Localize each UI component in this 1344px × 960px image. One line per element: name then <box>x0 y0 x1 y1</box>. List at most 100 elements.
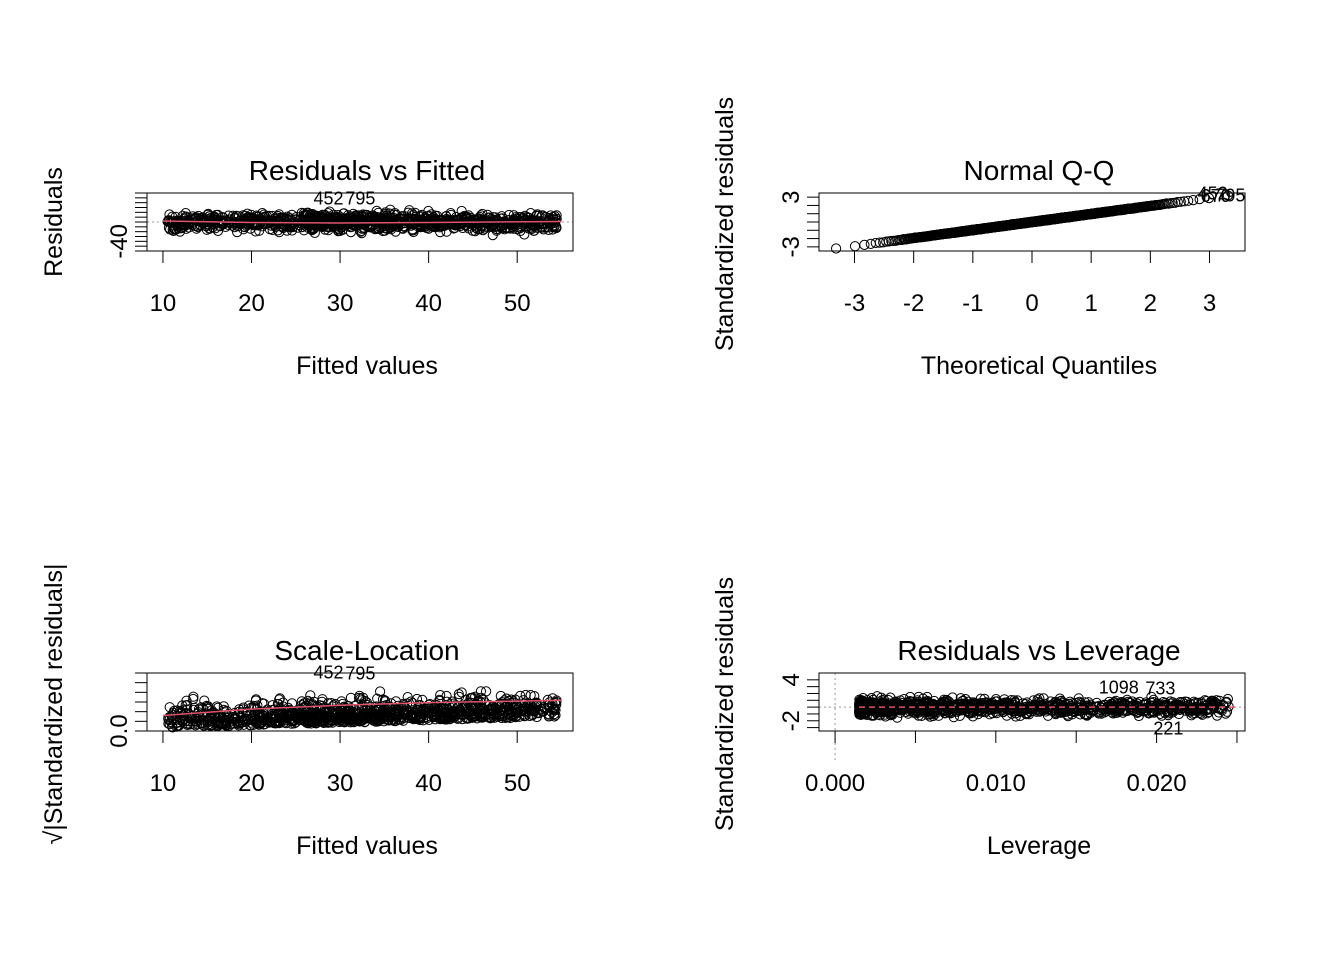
data-point <box>439 711 450 723</box>
data-point <box>481 686 492 697</box>
data-point <box>248 701 259 712</box>
data-point <box>927 700 938 711</box>
data-point <box>993 702 1005 714</box>
data-point <box>311 707 322 718</box>
data-point <box>230 714 241 725</box>
data-point <box>263 717 274 728</box>
data-point <box>956 704 968 715</box>
data-point <box>326 712 337 723</box>
data-point <box>455 704 466 716</box>
point-label: 795 <box>345 188 375 208</box>
data-point <box>316 709 327 720</box>
data-point <box>1078 703 1090 714</box>
data-point <box>359 710 370 721</box>
data-point <box>318 716 329 727</box>
point-label: 452 <box>314 188 344 208</box>
data-point <box>471 222 482 234</box>
data-point <box>253 220 264 231</box>
data-point <box>505 712 516 724</box>
data-point <box>502 709 513 720</box>
data-point <box>434 694 445 706</box>
data-point <box>532 218 543 229</box>
panel-2-title: Normal Q-Q <box>964 155 1115 186</box>
data-point <box>411 712 422 723</box>
x-tick-label: 50 <box>504 770 531 797</box>
y-tick-label: -3 <box>778 236 805 257</box>
data-point <box>454 709 465 720</box>
y-tick-label: 4 <box>778 673 805 686</box>
data-point <box>423 210 434 221</box>
data-point <box>251 219 262 230</box>
data-point <box>1169 699 1180 711</box>
data-point <box>273 708 284 719</box>
data-point <box>237 707 248 718</box>
data-point <box>380 221 391 232</box>
panel-4-ylabel: Standardized residuals <box>711 577 739 831</box>
data-point <box>221 719 232 730</box>
data-point <box>474 711 485 723</box>
data-point <box>510 694 521 705</box>
data-point <box>858 701 869 713</box>
data-point <box>350 210 361 221</box>
data-point <box>546 707 558 718</box>
data-point <box>361 713 372 724</box>
data-point <box>238 210 249 221</box>
data-point <box>313 219 325 230</box>
data-point <box>207 219 218 230</box>
data-point <box>963 706 974 718</box>
point-label: 670 <box>1201 186 1231 206</box>
data-point <box>430 714 441 725</box>
data-point <box>1185 705 1196 716</box>
x-tick-label: 1 <box>1084 290 1097 317</box>
panel-1-ylabel: Residuals <box>40 167 68 277</box>
x-tick-label: 0.020 <box>1127 770 1187 797</box>
data-point <box>1188 195 1199 206</box>
data-point <box>518 695 529 706</box>
data-point <box>1113 698 1125 709</box>
data-point <box>296 711 308 723</box>
data-point <box>407 712 418 723</box>
data-point <box>180 208 191 219</box>
data-point <box>181 715 192 726</box>
data-point <box>511 217 522 228</box>
data-point <box>331 709 342 720</box>
data-point <box>495 220 506 231</box>
data-point <box>490 704 501 715</box>
y-tick-label: 0.0 <box>106 714 133 747</box>
x-tick-label: 20 <box>238 290 265 317</box>
data-point <box>441 226 452 237</box>
data-point <box>551 221 562 232</box>
panel-2-xlabel: Theoretical Quantiles <box>921 352 1157 380</box>
data-point <box>199 695 210 706</box>
data-point <box>1196 704 1207 715</box>
data-point <box>296 700 307 711</box>
data-point <box>905 702 916 713</box>
data-point <box>1206 695 1218 706</box>
data-point <box>460 694 471 705</box>
data-point <box>188 691 199 702</box>
data-point <box>1132 704 1144 715</box>
data-point <box>372 693 383 704</box>
data-point <box>959 700 971 711</box>
data-point <box>326 698 337 709</box>
x-tick-label: 0.010 <box>966 770 1026 797</box>
data-point <box>343 715 354 726</box>
data-point <box>1172 196 1183 208</box>
data-point <box>885 692 896 703</box>
data-point <box>423 714 435 726</box>
data-point <box>1112 703 1123 714</box>
x-tick-label: 30 <box>327 290 354 317</box>
data-point <box>923 705 934 717</box>
data-point <box>544 697 555 708</box>
data-point <box>238 714 249 725</box>
data-point <box>373 214 385 225</box>
data-point <box>327 212 338 223</box>
data-point <box>963 700 975 711</box>
data-point <box>322 717 334 728</box>
data-point <box>923 703 934 714</box>
data-point <box>528 219 540 230</box>
data-point <box>168 707 179 719</box>
panel-4-xlabel: Leverage <box>987 832 1091 860</box>
data-point <box>314 716 325 727</box>
data-point <box>183 222 194 233</box>
